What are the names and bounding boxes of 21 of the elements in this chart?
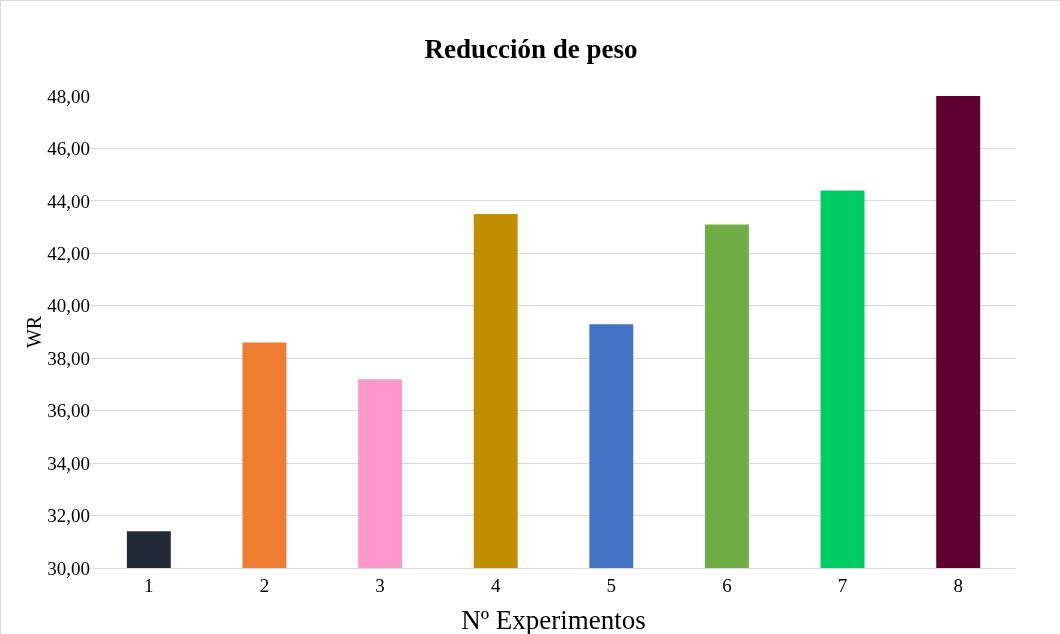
y-tick-label: 32,00 (47, 505, 90, 527)
y-axis-title: WR (23, 315, 45, 349)
x-tick-label: 7 (837, 574, 848, 596)
x-tick-label: 3 (375, 574, 385, 596)
x-tick-label: 6 (722, 574, 732, 596)
y-tick-label: 46,00 (47, 138, 90, 160)
y-tick-label: 34,00 (47, 452, 90, 474)
x-tick-label: 1 (144, 574, 154, 596)
x-tick-label: 5 (606, 574, 617, 596)
y-tick-label: 42,00 (47, 242, 90, 264)
y-tick-label: 44,00 (47, 190, 90, 212)
y-tick-label: 40,00 (47, 295, 90, 317)
y-tick-label: 30,00 (47, 557, 90, 579)
chart-title: Reducción de peso (424, 33, 638, 64)
x-tick-label: 8 (953, 574, 963, 596)
x-axis-title: Nº Experimentos (461, 605, 646, 634)
y-tick-label: 36,00 (47, 400, 90, 422)
x-tick-label: 2 (259, 574, 270, 596)
x-tick-label: 4 (490, 574, 501, 596)
y-tick-label: 48,00 (47, 85, 90, 107)
y-tick-label: 38,00 (47, 347, 90, 369)
